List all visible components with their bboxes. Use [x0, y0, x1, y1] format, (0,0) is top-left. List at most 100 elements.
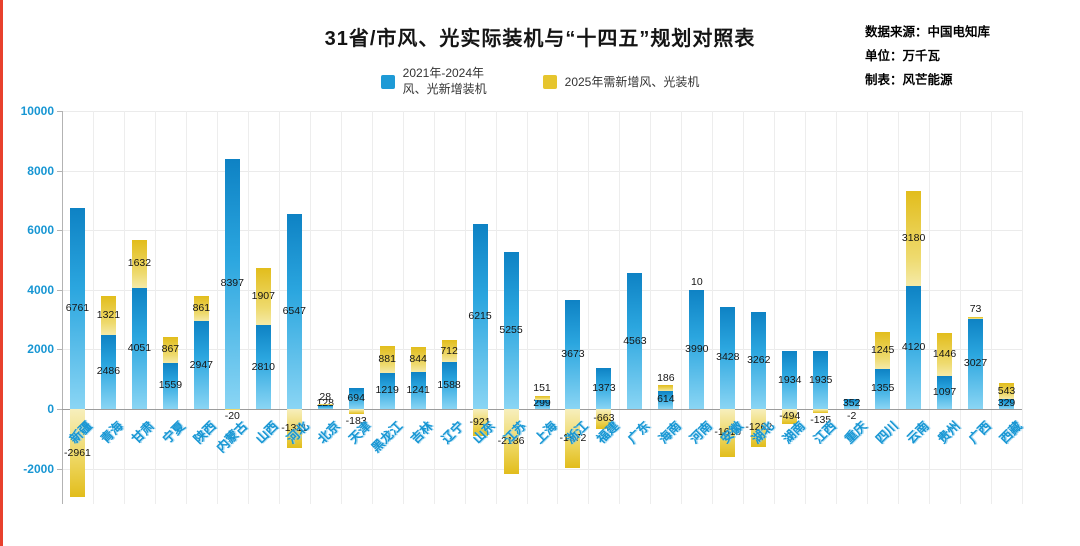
bar-value-label: 6547: [282, 304, 306, 317]
bar-segment-2021-2024: [937, 376, 953, 409]
bar-value-label: -20: [224, 410, 240, 423]
bar-segment-2025-needed: [193, 295, 209, 322]
y-tick-label: -2000: [23, 461, 54, 476]
bar-value-label: 844: [409, 352, 427, 365]
bar-segment-2025-needed: [999, 383, 1015, 400]
gridline-vertical: [402, 111, 404, 505]
bar-value-label: 881: [378, 353, 396, 366]
bar-value-label: 329: [997, 396, 1016, 409]
bar-value-label: 867: [161, 343, 180, 356]
bar-segment-2025-needed: [286, 409, 302, 449]
bar-segment-2025-needed: [596, 409, 612, 429]
bar-value-label: 3428: [716, 351, 740, 364]
x-tick-label: 吉林: [408, 418, 436, 447]
y-tick-label: 2000: [27, 342, 54, 357]
bar-segment-2025-needed: [162, 336, 178, 363]
bar-segment-2021-2024: [534, 400, 550, 409]
bar-value-label: 186: [657, 371, 675, 384]
bar-value-label: 3262: [747, 353, 771, 366]
legend-label: 2025年需新增风、光装机: [564, 75, 700, 90]
bar-segment-2025-needed: [968, 316, 984, 319]
x-tick-label: 四川: [872, 418, 901, 447]
gridline-vertical: [433, 111, 435, 505]
bar-value-label: -1610: [714, 426, 742, 439]
bar-segment-2025-needed: [720, 409, 736, 457]
bar-value-label: 543: [997, 384, 1016, 397]
legend-item-2025-needed[interactable]: 2025年需新增风、光装机: [542, 73, 700, 90]
bar-value-label: 1373: [592, 382, 616, 395]
bar-value-label: 1321: [96, 308, 121, 321]
gridline-vertical: [309, 111, 311, 505]
bar-segment-2025-needed: [317, 404, 333, 406]
bar-value-label: -494: [779, 409, 801, 422]
bar-value-label: 3180: [901, 232, 926, 245]
gridline-vertical: [340, 111, 342, 505]
bar-segment-2021-2024: [69, 207, 85, 409]
gridline-vertical: [185, 111, 187, 505]
bar-value-label: 5255: [499, 324, 523, 337]
legend-label: 2021年-2024年风、光新增装机: [402, 66, 487, 96]
legend-swatch-blue-icon: [380, 74, 395, 89]
bar-value-label: 6215: [468, 309, 492, 322]
y-axis-tick: [57, 230, 62, 232]
bar-segment-2021-2024: [317, 405, 333, 409]
x-tick-label: 西藏: [996, 418, 1025, 447]
bar-value-label: 128: [316, 396, 334, 409]
gridline-vertical: [526, 111, 528, 505]
bar-value-label: 3990: [685, 343, 709, 356]
x-tick-label: 宁夏: [160, 418, 189, 447]
meta-maker: 制表：风芒能源: [865, 73, 953, 87]
bar-value-label: -2961: [64, 446, 91, 459]
bar-segment-2021-2024: [844, 398, 860, 409]
x-tick-label: 重庆: [841, 418, 870, 447]
bar-segment-2025-needed: [224, 409, 240, 410]
gridline-vertical: [805, 111, 807, 505]
bar-segment-2021-2024: [627, 273, 643, 409]
bar-segment-2021-2024: [658, 390, 674, 409]
gridline-vertical: [681, 111, 683, 505]
bar-segment-2021-2024: [565, 299, 581, 409]
gridline-vertical: [123, 111, 125, 505]
x-tick-label: 广东: [625, 418, 653, 447]
bar-value-label: 712: [440, 344, 458, 357]
bar-segment-2025-needed: [534, 395, 550, 401]
x-tick-label: 广西: [965, 418, 994, 447]
y-axis-tick: [57, 409, 62, 410]
bar-segment-2025-needed: [441, 340, 457, 362]
bar-value-label: 1446: [932, 348, 957, 361]
x-tick-label: 上海: [532, 418, 560, 447]
bar-segment-2021-2024: [751, 311, 767, 409]
gridline-vertical: [991, 111, 993, 505]
page-title: 31省/市风、光实际装机与“十四五”规划对照表: [324, 28, 756, 50]
y-tick-label: 10000: [20, 104, 54, 118]
gridline-vertical: [495, 111, 497, 505]
legend-item-2021-2024[interactable]: 2021年-2024年风、光新增装机: [380, 66, 497, 97]
bar-segment-2025-needed: [379, 346, 395, 373]
bar-value-label: -2186: [497, 435, 525, 448]
bar-segment-2021-2024: [689, 290, 705, 409]
gridline-horizontal: [62, 289, 1022, 291]
bar-segment-2025-needed: [813, 409, 829, 414]
meta-unit: 单位：万千瓦: [865, 49, 941, 63]
x-tick-label: 辽宁: [439, 418, 467, 447]
y-axis-tick: [57, 349, 62, 351]
bar-segment-2021-2024: [968, 318, 984, 409]
gridline-vertical: [464, 111, 466, 505]
y-tick-label: 4000: [27, 282, 54, 297]
bar-segment-2021-2024: [410, 372, 426, 409]
y-axis-line: [62, 111, 63, 505]
y-axis-tick: [57, 468, 62, 470]
bar-value-label: 1355: [870, 382, 895, 395]
bar-value-label: 1935: [809, 373, 833, 386]
bar-value-label: 1559: [158, 379, 183, 392]
gridline-vertical: [154, 111, 156, 505]
bar-value-label: 1632: [127, 257, 152, 270]
gridline-horizontal: [62, 170, 1022, 172]
bar-value-label: 614: [657, 393, 675, 406]
x-tick-label: 北京: [315, 418, 343, 447]
bar-segment-2021-2024: [224, 158, 240, 409]
bar-segment-2025-needed: [69, 409, 85, 498]
x-tick-label: 河南: [686, 418, 715, 447]
bar-segment-2025-needed: [782, 409, 798, 424]
bar-segment-2021-2024: [472, 223, 488, 409]
